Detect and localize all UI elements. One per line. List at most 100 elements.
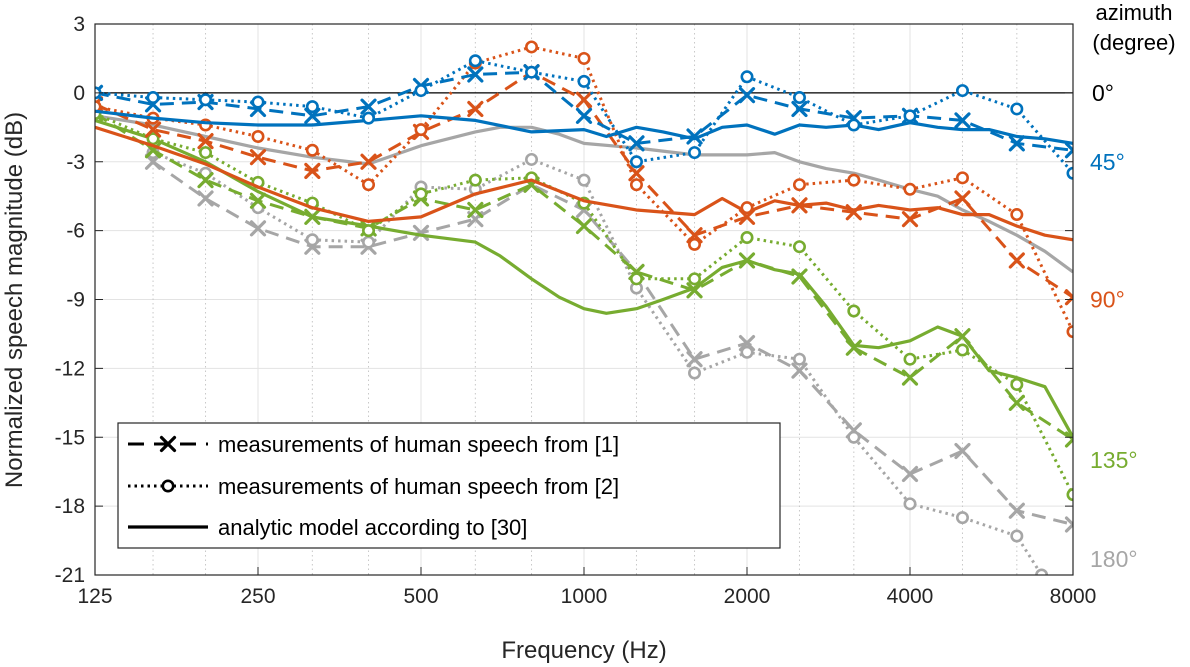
- o-marker: [688, 237, 702, 251]
- o-marker: [362, 235, 376, 249]
- x-marker: [467, 201, 484, 219]
- y-axis-label: Normalized speech magnitude (dB): [1, 112, 28, 488]
- x-ticks: 125 250 500 1000 2000 4000 8000: [77, 567, 1096, 608]
- x-marker: [954, 190, 971, 207]
- x-marker: [304, 107, 321, 124]
- o-marker: [629, 272, 643, 286]
- o-marker: [903, 352, 917, 366]
- o-marker: [903, 497, 917, 511]
- x-tick-label: 1000: [561, 585, 608, 608]
- legend: measurements of human speech from [1] me…: [117, 422, 781, 549]
- x-marker: [628, 135, 645, 152]
- o-marker: [847, 430, 861, 444]
- azimuth-label: 135°: [1090, 447, 1138, 473]
- o-marker: [577, 173, 591, 187]
- x-marker: [901, 369, 919, 386]
- o-marker: [305, 143, 319, 157]
- x-marker: [360, 153, 377, 170]
- x-marker: [197, 172, 214, 189]
- azimuth-title-line2: (degree): [1092, 30, 1175, 55]
- o-marker: [629, 178, 643, 192]
- o-marker: [199, 146, 213, 160]
- x-marker: [738, 335, 756, 352]
- model-line: [95, 109, 1073, 145]
- x-marker: [249, 192, 267, 209]
- o-marker: [740, 201, 754, 215]
- x-tick-label: 8000: [1050, 585, 1097, 608]
- o-marker: [1010, 208, 1024, 222]
- x-axis-label: Frequency (Hz): [501, 637, 666, 664]
- x-marker: [791, 100, 808, 118]
- o-marker: [847, 118, 861, 132]
- o-marker: [792, 240, 806, 254]
- x-marker: [791, 268, 808, 285]
- x-marker: [1064, 289, 1073, 306]
- x-marker: [575, 217, 593, 235]
- o-marker: [629, 155, 643, 169]
- o-marker: [903, 182, 917, 196]
- azimuth-label: 45°: [1090, 149, 1125, 175]
- o-marker: [688, 272, 702, 286]
- o-marker: [577, 51, 591, 65]
- x-marker: [738, 252, 756, 269]
- x-marker: [144, 153, 162, 170]
- o-marker: [414, 123, 428, 137]
- o-marker: [362, 224, 376, 238]
- legend-symbol-dotted-o: [128, 479, 208, 493]
- y-tick-label: -18: [55, 495, 85, 518]
- x-marker: [197, 190, 214, 207]
- x-marker: [249, 149, 267, 166]
- x-marker: [954, 442, 971, 460]
- x-marker: [144, 121, 162, 138]
- legend-o-marker: [161, 479, 175, 493]
- legend-symbol-dashed-x: [128, 435, 208, 453]
- x-marker: [304, 208, 321, 225]
- x-marker: [1064, 516, 1073, 533]
- x-marker: [954, 112, 971, 129]
- model-line: [95, 125, 1073, 242]
- x-marker: [1064, 142, 1073, 159]
- o-marker: [146, 90, 160, 104]
- x-marker: [738, 208, 756, 225]
- o-marker: [199, 93, 213, 107]
- x-marker: [845, 339, 862, 356]
- azimuth-label-0: 0°: [1092, 80, 1114, 106]
- o-marker: [362, 111, 376, 125]
- series-layer: [95, 40, 1073, 575]
- o-marker: [1066, 488, 1073, 502]
- x-marker: [901, 465, 919, 483]
- o-marker: [1010, 529, 1024, 543]
- x-marker: [901, 211, 919, 228]
- y-tick-label: -3: [66, 151, 85, 174]
- o-marker: [305, 233, 319, 247]
- y-tick-label: 0: [73, 82, 85, 105]
- x-marker: [360, 98, 377, 115]
- x-marker: [738, 87, 756, 104]
- o-marker: [792, 90, 806, 104]
- x-marker: [467, 66, 484, 83]
- o-marker: [955, 84, 969, 98]
- o-marker: [1066, 325, 1073, 339]
- o-marker: [577, 74, 591, 88]
- o-marker: [251, 95, 265, 109]
- x-marker: [791, 197, 808, 214]
- y-tick-label: -15: [55, 426, 85, 449]
- x-marker: [686, 351, 703, 368]
- x-tick-label: 2000: [724, 585, 771, 608]
- x-tick-label: 4000: [887, 585, 934, 608]
- o-marker: [305, 100, 319, 114]
- y-tick-label: -12: [55, 357, 85, 380]
- x-marker: [845, 204, 862, 221]
- x-marker: [304, 162, 321, 180]
- series-135°: [95, 105, 1073, 502]
- o-marker: [688, 146, 702, 160]
- x-marker: [1008, 394, 1025, 411]
- y-tick-label: 3: [73, 13, 85, 36]
- x-tick-label: 500: [403, 585, 438, 608]
- x-marker: [1008, 502, 1025, 519]
- x-marker: [628, 165, 645, 182]
- legend-entry-3: analytic model according to [30]: [218, 515, 527, 540]
- o-marker: [847, 173, 861, 187]
- x-marker: [791, 362, 808, 379]
